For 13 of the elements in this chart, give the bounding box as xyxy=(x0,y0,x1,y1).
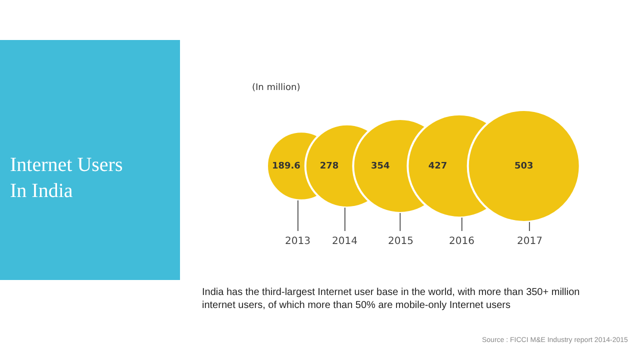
category-label: 2017 xyxy=(517,236,542,247)
data-label: 354 xyxy=(371,161,390,172)
data-label: 278 xyxy=(320,161,339,172)
text: (In million) xyxy=(252,83,300,93)
data-label: 427 xyxy=(428,161,448,172)
text: India has the third-largest Internet user base in the world, with more than 350+ million internet users, of which more than 50% are mobile-only Internet users xyxy=(202,287,580,311)
category-label: 2016 xyxy=(449,236,474,247)
data-label: 503 xyxy=(514,161,534,172)
category-label: 2015 xyxy=(388,236,414,247)
category-label: 2014 xyxy=(332,236,358,247)
category-label: 2013 xyxy=(285,236,310,247)
data-label: 189.6 xyxy=(272,161,300,172)
text: Internet Users In India xyxy=(10,154,123,202)
